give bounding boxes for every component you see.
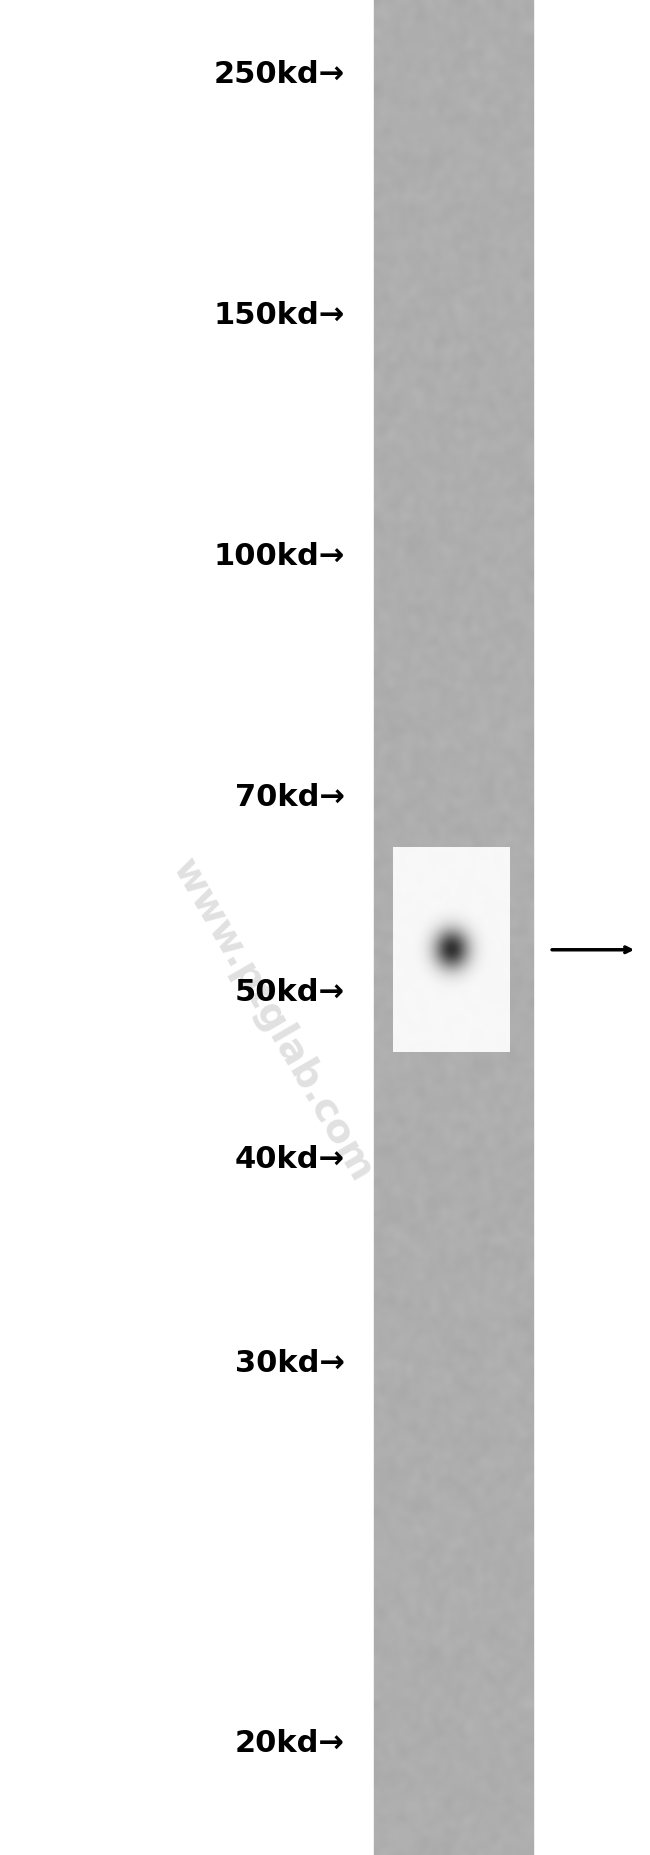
Text: 150kd→: 150kd→	[213, 301, 344, 330]
Text: 20kd→: 20kd→	[235, 1729, 344, 1759]
Text: 100kd→: 100kd→	[213, 542, 344, 571]
Text: 250kd→: 250kd→	[213, 59, 344, 89]
Text: 50kd→: 50kd→	[235, 978, 344, 1007]
Text: www.ptglab.com: www.ptglab.com	[165, 851, 381, 1189]
Text: 70kd→: 70kd→	[235, 783, 344, 812]
Text: 40kd→: 40kd→	[235, 1145, 344, 1174]
Text: 30kd→: 30kd→	[235, 1349, 344, 1378]
Bar	[374, 0, 533, 1855]
